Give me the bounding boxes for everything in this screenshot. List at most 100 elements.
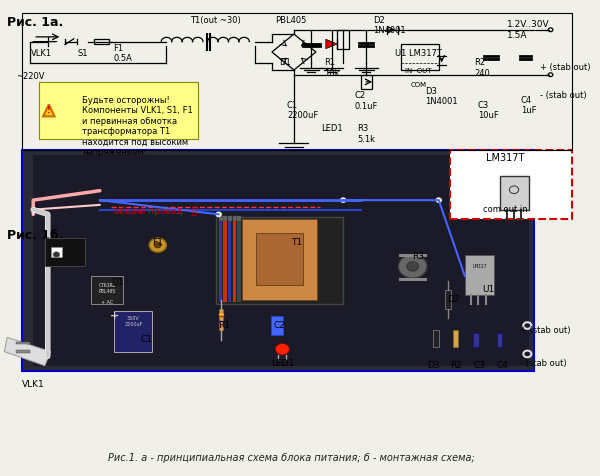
Text: + (stab out): + (stab out)	[540, 63, 590, 72]
Circle shape	[216, 212, 221, 217]
Text: U1: U1	[482, 285, 494, 294]
Circle shape	[436, 198, 442, 202]
Bar	[401, 44, 439, 70]
Text: COM: COM	[410, 82, 427, 88]
Text: C2: C2	[274, 321, 286, 330]
Text: !: !	[47, 106, 51, 115]
Bar	[465, 255, 494, 295]
Bar	[497, 333, 502, 347]
Text: R2: R2	[450, 361, 462, 370]
Bar	[223, 216, 227, 221]
Text: D3
1N4001: D3 1N4001	[425, 87, 458, 106]
Text: - (stab out): - (stab out)	[540, 91, 587, 100]
Bar	[451, 150, 572, 219]
Bar	[271, 316, 283, 335]
Text: D2: D2	[447, 295, 460, 304]
Text: D1: D1	[111, 278, 124, 287]
Text: Рис.1. а - принципиальная схема блока питания; б - монтажная схема;: Рис.1. а - принципиальная схема блока пи…	[107, 453, 475, 463]
Text: общий провод - ⏚: общий провод - ⏚	[115, 207, 197, 216]
Text: R1
18k: R1 18k	[324, 58, 340, 78]
Circle shape	[149, 238, 166, 252]
Bar	[22, 150, 535, 370]
Bar	[399, 278, 427, 280]
Text: S1: S1	[77, 49, 88, 58]
Bar	[237, 216, 241, 221]
Text: +: +	[110, 311, 119, 321]
Bar	[216, 217, 343, 304]
Bar	[16, 342, 31, 345]
Text: F1: F1	[152, 238, 163, 247]
Text: LM317T: LM317T	[486, 153, 524, 163]
Text: C4: C4	[497, 361, 508, 370]
Bar	[91, 276, 123, 304]
Bar	[361, 75, 372, 89]
Text: IN  OUT: IN OUT	[405, 68, 432, 74]
Bar	[237, 219, 241, 302]
Text: + AC: + AC	[101, 299, 113, 305]
Text: PBL405: PBL405	[275, 16, 307, 25]
Text: VLK1: VLK1	[22, 380, 44, 389]
Bar	[242, 219, 317, 299]
Bar	[218, 309, 223, 330]
Bar	[233, 216, 236, 221]
Text: Рис. 1а.: Рис. 1а.	[7, 16, 64, 29]
Bar	[233, 219, 236, 302]
Text: T1(out ~30): T1(out ~30)	[190, 16, 241, 25]
Text: LED1: LED1	[271, 359, 294, 367]
Bar	[473, 333, 479, 347]
Bar	[500, 177, 529, 209]
Text: C3
10uF: C3 10uF	[478, 101, 499, 120]
Bar	[50, 248, 62, 257]
Text: Рис. 1б.: Рис. 1б.	[7, 228, 64, 241]
Text: LM317: LM317	[472, 264, 487, 269]
Text: R2
240: R2 240	[475, 58, 490, 78]
Bar	[337, 30, 349, 49]
Circle shape	[407, 262, 418, 271]
Bar	[228, 216, 232, 221]
Text: R1: R1	[218, 321, 230, 330]
Polygon shape	[43, 104, 55, 116]
Bar	[22, 13, 572, 150]
Text: U1 LM317T: U1 LM317T	[395, 49, 442, 58]
Circle shape	[398, 255, 427, 278]
Circle shape	[53, 252, 60, 258]
Text: D2
1N4001: D2 1N4001	[373, 16, 406, 35]
Text: Будьте осторожны!
Компоненты VLK1, S1, F1
и первинная обмотка
трансформатора T1
: Будьте осторожны! Компоненты VLK1, S1, F…	[82, 96, 193, 157]
Text: C2
0.1uF: C2 0.1uF	[355, 91, 378, 111]
Text: CT61RL
PBL405: CT61RL PBL405	[98, 283, 115, 294]
Text: F1
0.5A: F1 0.5A	[113, 44, 133, 63]
Text: C1: C1	[140, 335, 152, 344]
Text: VLK1: VLK1	[31, 49, 53, 58]
Text: - (stab out): - (stab out)	[520, 359, 566, 367]
Text: S1: S1	[62, 238, 74, 247]
Bar	[228, 219, 232, 302]
Text: C3: C3	[473, 361, 485, 370]
Bar	[218, 219, 222, 302]
Bar	[45, 238, 85, 267]
Text: + (stab out): + (stab out)	[520, 326, 571, 335]
Bar	[256, 233, 302, 285]
Text: R3: R3	[412, 252, 424, 261]
Bar	[433, 330, 439, 347]
Circle shape	[340, 198, 346, 202]
Bar	[445, 290, 451, 309]
Text: LED1: LED1	[321, 124, 343, 133]
Text: T1: T1	[291, 238, 302, 247]
Text: 350V
2200uF: 350V 2200uF	[124, 316, 143, 327]
Circle shape	[275, 344, 289, 355]
Bar	[399, 254, 427, 257]
Text: C1
2200uF: C1 2200uF	[287, 101, 318, 120]
Bar	[39, 82, 199, 139]
Bar	[223, 219, 227, 302]
Text: com out in: com out in	[483, 205, 527, 214]
Bar	[94, 39, 109, 44]
Bar	[115, 311, 152, 352]
Text: C4
1uF: C4 1uF	[521, 96, 536, 116]
Text: D3: D3	[427, 361, 439, 370]
Text: R3
5.1k: R3 5.1k	[358, 124, 376, 144]
Polygon shape	[4, 337, 50, 366]
Text: ~220V: ~220V	[16, 72, 44, 81]
Bar	[453, 330, 458, 347]
Text: 1.2V..30V
1.5A: 1.2V..30V 1.5A	[507, 20, 550, 40]
Polygon shape	[326, 39, 337, 49]
